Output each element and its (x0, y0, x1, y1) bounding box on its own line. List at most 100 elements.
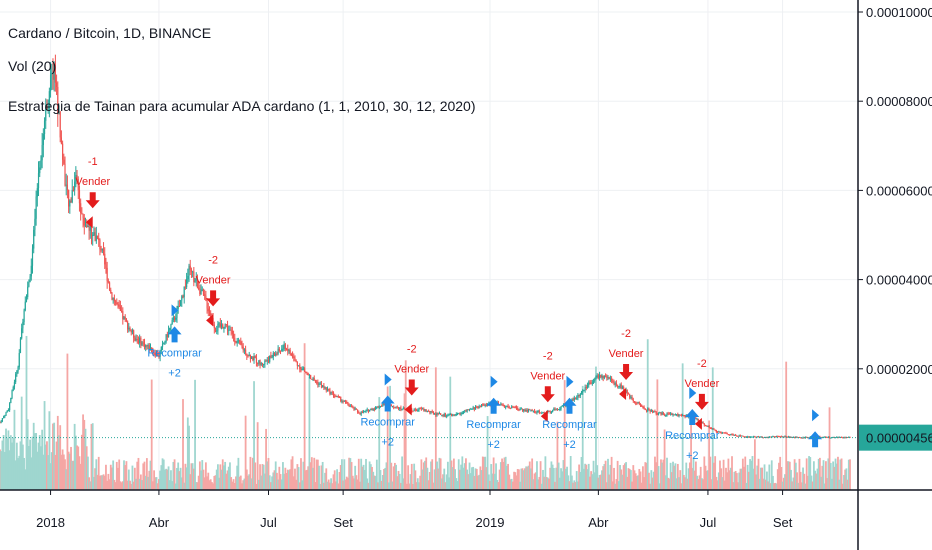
candle-body (294, 357, 296, 361)
volume-bar (68, 453, 71, 490)
candle-body (176, 308, 178, 318)
candle-body (464, 410, 466, 412)
sell-signal[interactable]: Vender -2 (394, 344, 430, 416)
volume-bar (101, 475, 104, 490)
volume-bar (141, 480, 143, 490)
candle-body (307, 373, 309, 376)
candle-body (518, 409, 520, 411)
volume-bar (65, 469, 68, 490)
volume-bar (599, 474, 602, 490)
candle-body (283, 344, 285, 349)
volume-bar (161, 458, 164, 490)
candle-body (31, 248, 34, 266)
volume-bar (108, 479, 111, 490)
volume-bar (127, 469, 130, 490)
sell-signal[interactable]: Vender -2 (196, 254, 231, 327)
candle-body (19, 338, 22, 354)
volume-bar (484, 456, 487, 490)
sell-signal[interactable]: Vender -2 (530, 350, 566, 423)
candle-body (16, 371, 18, 375)
candle-body (216, 330, 218, 332)
sell-label: Vender (684, 378, 719, 390)
candle-body (124, 316, 126, 319)
candle-body (217, 324, 219, 331)
buy-signal[interactable]: Recomprar +2 (147, 304, 202, 379)
candle-body (784, 436, 786, 438)
volume-bar (613, 467, 615, 490)
buy-signal[interactable]: Recomprar +2 (542, 375, 597, 451)
volume-bar (261, 464, 264, 490)
volume-bar (204, 462, 207, 490)
buy-label: Recomprar (665, 430, 720, 442)
candle-body (458, 413, 460, 415)
volume-bar (741, 458, 744, 490)
sell-signal[interactable]: Vender -2 (684, 358, 720, 430)
volume-bar (439, 458, 442, 490)
volume-bar (673, 465, 676, 490)
candle-body (234, 337, 236, 342)
volume-bar (257, 479, 260, 490)
price-axis[interactable]: 0.00002000 0.00004000 0.00006000 0.00008000… (858, 5, 932, 377)
sell-signal[interactable]: Vender -2 (609, 328, 644, 400)
strategy-legend[interactable]: Estrategia de Tainan para acumular ADA c… (8, 98, 476, 114)
volume-bar (394, 462, 396, 490)
buy-signal[interactable]: Recomprar +2 (466, 375, 521, 451)
volume-bar (354, 465, 357, 490)
x-tick-label: Jul (260, 515, 277, 530)
time-axis[interactable]: 2018 Abr Jul Set 2019 Abr Jul Set (36, 490, 793, 530)
candle-body (248, 354, 250, 356)
volume-bar (649, 483, 652, 490)
sell-signal[interactable]: Vender -1 (75, 156, 110, 229)
candle-body (205, 295, 207, 301)
volume-bar (361, 466, 364, 490)
volume-bar (648, 472, 650, 490)
volume-bar (279, 474, 282, 490)
volume-bar (366, 478, 369, 490)
candle-body (325, 387, 327, 391)
volume-bar (289, 469, 292, 490)
volume-bar (135, 478, 137, 490)
symbol-legend[interactable]: Cardano / Bitcoin, 1D, BINANCE (8, 25, 212, 41)
volume-bar (499, 462, 502, 490)
volume-bar (639, 471, 642, 490)
candle-body (750, 436, 752, 438)
candle-body (660, 412, 662, 415)
volume-bar (103, 475, 106, 490)
buy-signal[interactable] (808, 409, 823, 448)
candle-body (129, 327, 131, 331)
candle-body (436, 412, 438, 416)
candle-body (361, 412, 363, 414)
volume-bar (170, 470, 172, 490)
volume-bar (542, 469, 544, 490)
candle-body (13, 382, 16, 387)
volume-bar (35, 433, 38, 490)
volume-bar (368, 461, 371, 490)
candle-body (169, 327, 171, 331)
candle-body (117, 304, 119, 306)
volume-bar (841, 483, 844, 490)
candle-body (382, 403, 384, 407)
candle-body (732, 434, 734, 436)
candle-body (478, 406, 480, 409)
volume-bar (808, 456, 810, 490)
volume-bar (729, 467, 732, 490)
volume-bar (563, 380, 566, 490)
volume-bar (772, 475, 774, 490)
volume-bar (168, 480, 171, 490)
candle-body (96, 235, 99, 239)
buy-signal[interactable]: Recomprar +2 (360, 373, 415, 449)
candle-body (773, 436, 775, 438)
volume-bar (787, 461, 790, 490)
volume-bar (298, 482, 301, 490)
volume-bar (36, 451, 39, 490)
volume-bar (391, 481, 394, 490)
volume-legend[interactable]: Vol (20) (8, 58, 57, 74)
volume-bar (445, 474, 448, 490)
buy-signal[interactable]: Recomprar +2 (665, 386, 720, 462)
sell-arrow (404, 379, 419, 396)
volume-bar (348, 457, 351, 490)
candle-body (461, 412, 463, 414)
candle-body (265, 360, 267, 362)
candle-body (338, 396, 341, 398)
